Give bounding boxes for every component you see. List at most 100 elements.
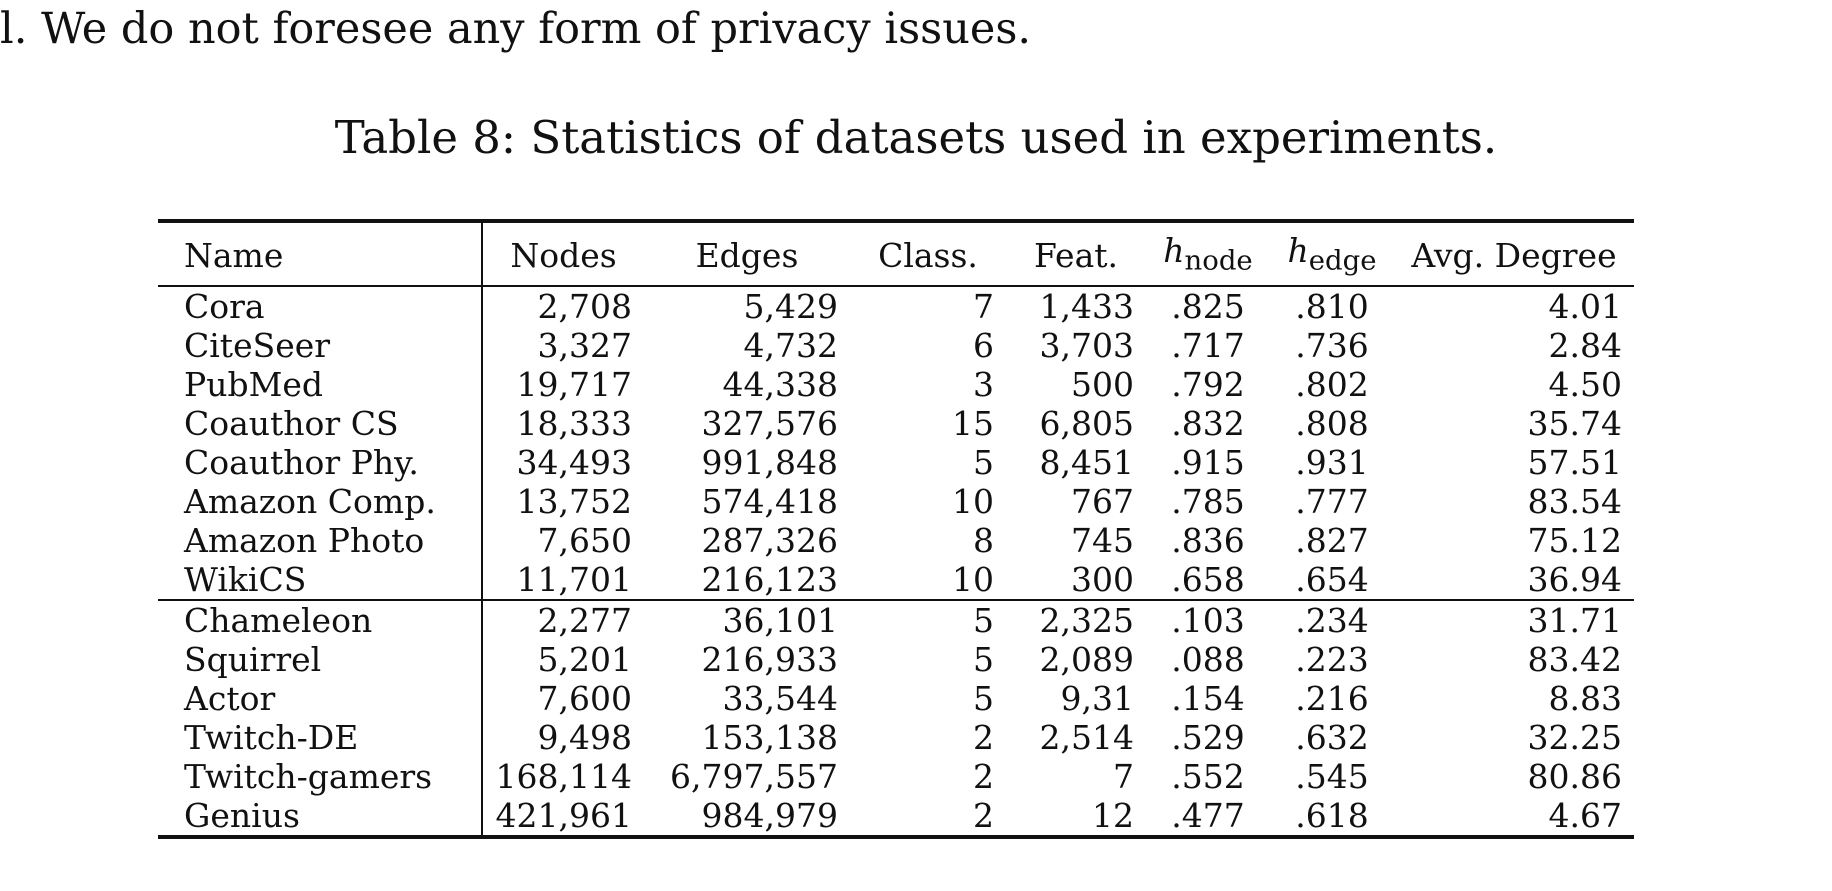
cell-nodes: 13,752 xyxy=(516,481,632,521)
cell-h-edge: .618 xyxy=(1295,795,1369,835)
cell-classes: 2 xyxy=(973,795,994,835)
cell-nodes: 421,961 xyxy=(495,795,632,835)
cell-edges: 287,326 xyxy=(701,520,838,560)
cell-nodes: 5,201 xyxy=(537,639,632,679)
table-row: Squirrel 5,201 216,933 5 2,089 .088 .223 83.42 xyxy=(158,639,1634,679)
cell-nodes: 7,600 xyxy=(537,678,632,718)
cell-features: 500 xyxy=(1071,364,1134,404)
cell-features: 9,31 xyxy=(1060,678,1134,718)
table-row: Cora 2,708 5,429 7 1,433 .825 .810 4.01 xyxy=(158,285,1634,326)
cell-edges: 574,418 xyxy=(701,481,838,521)
cell-name: Amazon Comp. xyxy=(158,481,483,521)
cell-h-edge: .545 xyxy=(1295,756,1369,796)
h-node-subscript: node xyxy=(1184,244,1253,277)
table-row: Actor 7,600 33,544 5 9,31 .154 .216 8.83 xyxy=(158,678,1634,718)
cell-nodes: 19,717 xyxy=(516,364,632,404)
cell-h-node: .088 xyxy=(1171,639,1245,679)
table-row: CiteSeer 3,327 4,732 6 3,703 .717 .736 2.84 xyxy=(158,325,1634,365)
table-header-row: Name Nodes Edges Class. Feat. hnode hedg… xyxy=(158,221,1634,286)
cell-name: Coauthor CS xyxy=(158,403,483,443)
cell-avg-degree: 80.86 xyxy=(1527,756,1622,796)
table-row: Coauthor CS 18,333 327,576 15 6,805 .832 .808 3… xyxy=(158,403,1634,443)
previous-paragraph-line: l. We do not foresee any form of privacy… xyxy=(0,4,1032,54)
cell-nodes: 18,333 xyxy=(516,403,632,443)
cell-h-edge: .808 xyxy=(1295,403,1369,443)
dataset-statistics-table: Name Nodes Edges Class. Feat. hnode hedg… xyxy=(158,219,1634,839)
table-row: Twitch-DE 9,498 153,138 2 2,514 .529 .632 32.25 xyxy=(158,717,1634,757)
table-row: Amazon Comp. 13,752 574,418 10 767 .785 .777 83… xyxy=(158,481,1634,521)
cell-avg-degree: 57.51 xyxy=(1527,442,1622,482)
cell-features: 300 xyxy=(1071,559,1134,599)
cell-nodes: 11,701 xyxy=(516,559,632,599)
cell-avg-degree: 31.71 xyxy=(1394,598,1634,640)
cell-h-node: .717 xyxy=(1171,325,1245,365)
cell-edges: 6,797,557 xyxy=(670,756,838,796)
header-h-edge: hedge xyxy=(1270,221,1394,286)
cell-name: Cora xyxy=(158,285,483,326)
cell-avg-degree: 4.50 xyxy=(1548,364,1622,404)
cell-h-node: .154 xyxy=(1171,678,1245,718)
header-features: Feat. xyxy=(1033,235,1119,275)
cell-avg-degree: 83.42 xyxy=(1527,639,1622,679)
cell-name: WikiCS xyxy=(158,559,483,600)
cell-classes: 5 xyxy=(850,598,1006,640)
cell-nodes: 9,498 xyxy=(537,717,632,757)
cell-edges: 327,576 xyxy=(701,403,838,443)
cell-h-node: .825 xyxy=(1171,286,1245,326)
cell-edges: 44,338 xyxy=(722,364,838,404)
cell-name: Squirrel xyxy=(158,639,483,679)
cell-features: 6,805 xyxy=(1039,403,1134,443)
cell-edges: 36,101 xyxy=(644,598,850,640)
table-row: Twitch-gamers 168,114 6,797,557 2 7 .552 .545 8… xyxy=(158,756,1634,796)
cell-h-node: .477 xyxy=(1171,795,1245,835)
cell-name: Twitch-DE xyxy=(158,717,483,757)
cell-h-edge: .931 xyxy=(1295,442,1369,482)
cell-classes: 3 xyxy=(973,364,994,404)
cell-h-node: .103 xyxy=(1146,598,1270,640)
header-name: Name xyxy=(158,221,483,286)
cell-nodes: 34,493 xyxy=(516,442,632,482)
cell-avg-degree: 75.12 xyxy=(1527,520,1622,560)
cell-avg-degree: 32.25 xyxy=(1527,717,1622,757)
cell-features: 7 xyxy=(1113,756,1134,796)
cell-avg-degree: 83.54 xyxy=(1527,481,1622,521)
header-nodes: Nodes xyxy=(510,235,617,275)
cell-h-node: .832 xyxy=(1171,403,1245,443)
cell-name: Twitch-gamers xyxy=(158,756,483,796)
h-edge-symbol: h xyxy=(1287,231,1309,270)
header-edges: Edges xyxy=(695,235,799,275)
cell-h-node: .529 xyxy=(1171,717,1245,757)
cell-name: PubMed xyxy=(158,364,483,404)
table-container: Name Nodes Edges Class. Feat. hnode hedg… xyxy=(158,219,1634,839)
cell-h-edge: .654 xyxy=(1295,559,1369,599)
table-row: Amazon Photo 7,650 287,326 8 745 .836 .827 75.1… xyxy=(158,520,1634,560)
cell-h-node: .785 xyxy=(1171,481,1245,521)
cell-nodes: 2,277 xyxy=(482,598,644,640)
cell-h-edge: .827 xyxy=(1295,520,1369,560)
cell-classes: 2 xyxy=(973,717,994,757)
cell-features: 8,451 xyxy=(1039,442,1134,482)
cell-classes: 2 xyxy=(973,756,994,796)
cell-features: 3,703 xyxy=(1039,325,1134,365)
cell-h-edge: .736 xyxy=(1295,325,1369,365)
cell-nodes: 7,650 xyxy=(537,520,632,560)
cell-h-edge: .802 xyxy=(1295,364,1369,404)
cell-h-edge: .810 xyxy=(1295,286,1369,326)
cell-edges: 216,123 xyxy=(701,559,838,599)
table-row: Chameleon 2,277 36,101 5 2,325.103.234 31.71 xyxy=(158,598,1634,640)
cell-avg-degree: 4.01 xyxy=(1548,286,1622,326)
table-caption: Table 8: Statistics of datasets used in … xyxy=(334,111,1498,164)
header-h-node: hnode xyxy=(1146,221,1270,286)
cell-classes: 8 xyxy=(973,520,994,560)
cell-name: Chameleon xyxy=(158,598,483,640)
table-row: WikiCS 11,701 216,123 10 300 .658 .654 36.94 xyxy=(158,559,1634,600)
cell-h-edge: .216 xyxy=(1295,678,1369,718)
cell-h-node: .792 xyxy=(1171,364,1245,404)
cell-features: 2,089 xyxy=(1039,639,1134,679)
header-avg-degree: Avg. Degree xyxy=(1411,235,1617,275)
cell-classes: 7 xyxy=(973,286,994,326)
cell-h-edge: .234 xyxy=(1270,598,1394,640)
cell-name: Genius xyxy=(158,795,483,837)
cell-edges: 991,848 xyxy=(701,442,838,482)
cell-classes: 10 xyxy=(952,559,994,599)
